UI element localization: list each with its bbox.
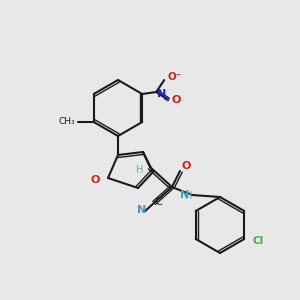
Text: +: + [162, 94, 169, 103]
Text: N: N [157, 89, 167, 99]
Text: CH₃: CH₃ [58, 118, 75, 127]
Text: Cl: Cl [252, 236, 263, 246]
Text: N: N [137, 205, 147, 215]
Text: H: H [136, 165, 144, 175]
Text: N: N [180, 190, 189, 200]
Text: O: O [171, 95, 181, 105]
Text: H: H [185, 191, 193, 201]
Text: O⁻: O⁻ [167, 72, 182, 82]
Text: O: O [182, 161, 191, 171]
Text: O: O [91, 175, 100, 185]
Text: C: C [155, 197, 162, 207]
